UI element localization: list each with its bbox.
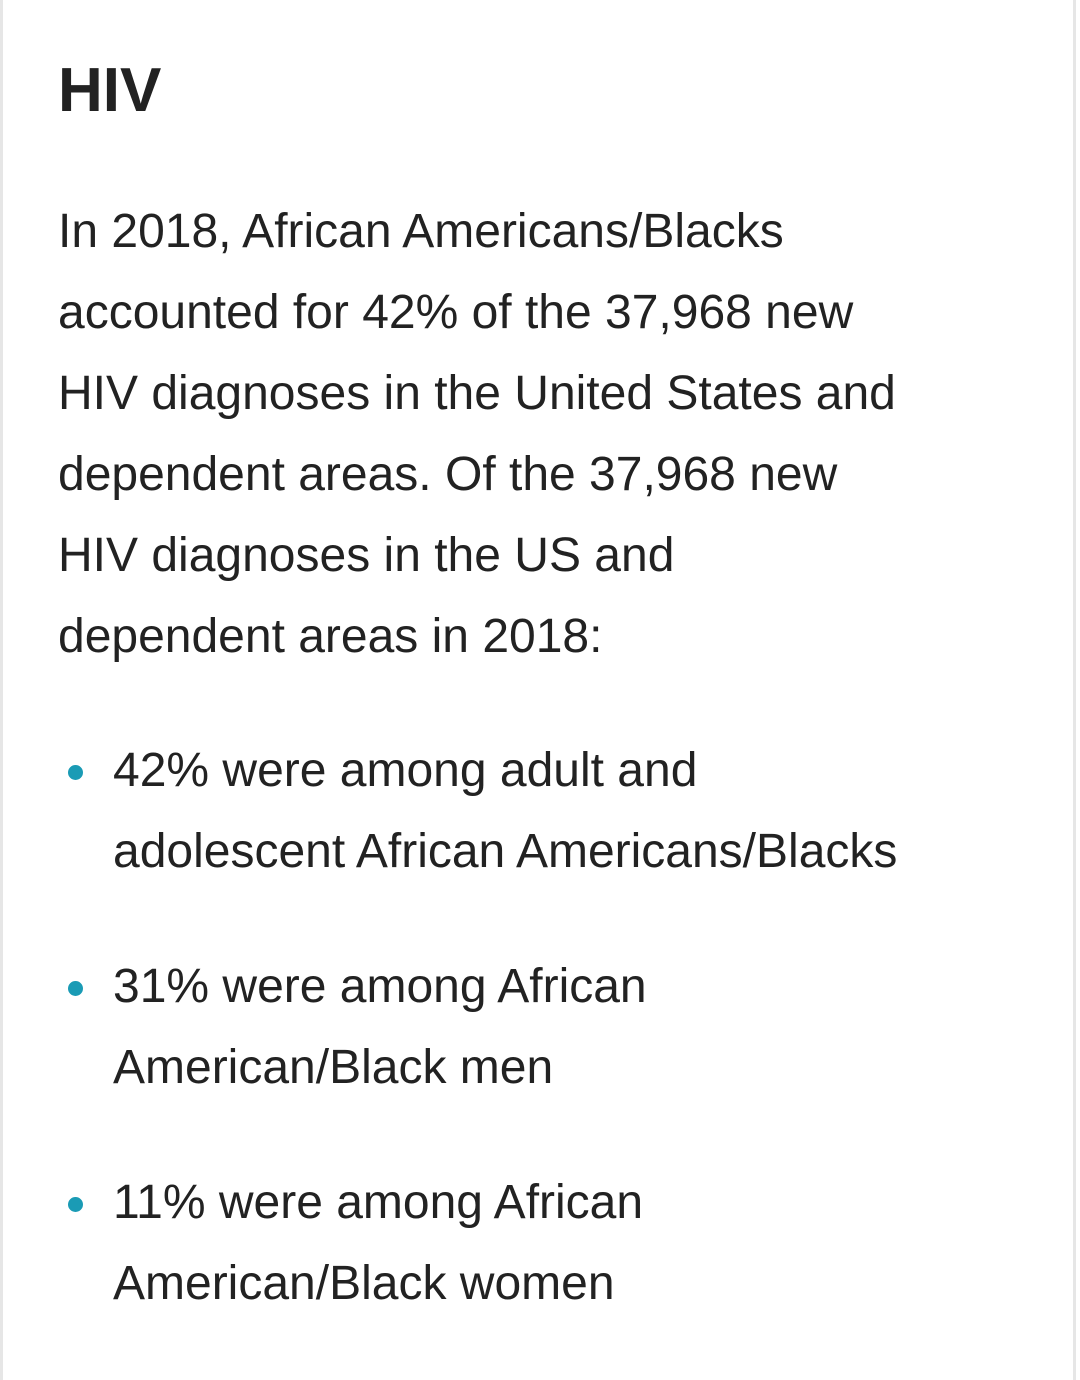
bullet-line: American/Black men	[113, 1041, 554, 1094]
bullet-line: 31% were among African	[113, 960, 647, 1013]
paragraph-line: In 2018, African Americans/Blacks	[58, 205, 784, 258]
paragraph-line: dependent areas in 2018:	[58, 610, 603, 663]
bullet-dot	[68, 981, 83, 996]
bullet-dot	[68, 1197, 83, 1212]
right-border	[1073, 0, 1076, 1380]
paragraph-line: HIV diagnoses in the US and	[58, 529, 675, 582]
paragraph-line: accounted for 42% of the 37,968 new	[58, 286, 854, 339]
left-border	[0, 0, 3, 1380]
bullet-line: 11% were among African	[113, 1176, 644, 1229]
bullet-line: American/Black women	[113, 1257, 615, 1310]
section-title: HIV	[58, 56, 162, 125]
bullet-line: 42% were among adult and	[113, 744, 698, 797]
bullet-line: adolescent African Americans/Blacks	[113, 825, 898, 878]
paragraph-line: dependent areas. Of the 37,968 new	[58, 448, 838, 501]
paragraph-line: HIV diagnoses in the United States and	[58, 367, 896, 420]
bullet-dot	[68, 765, 83, 780]
